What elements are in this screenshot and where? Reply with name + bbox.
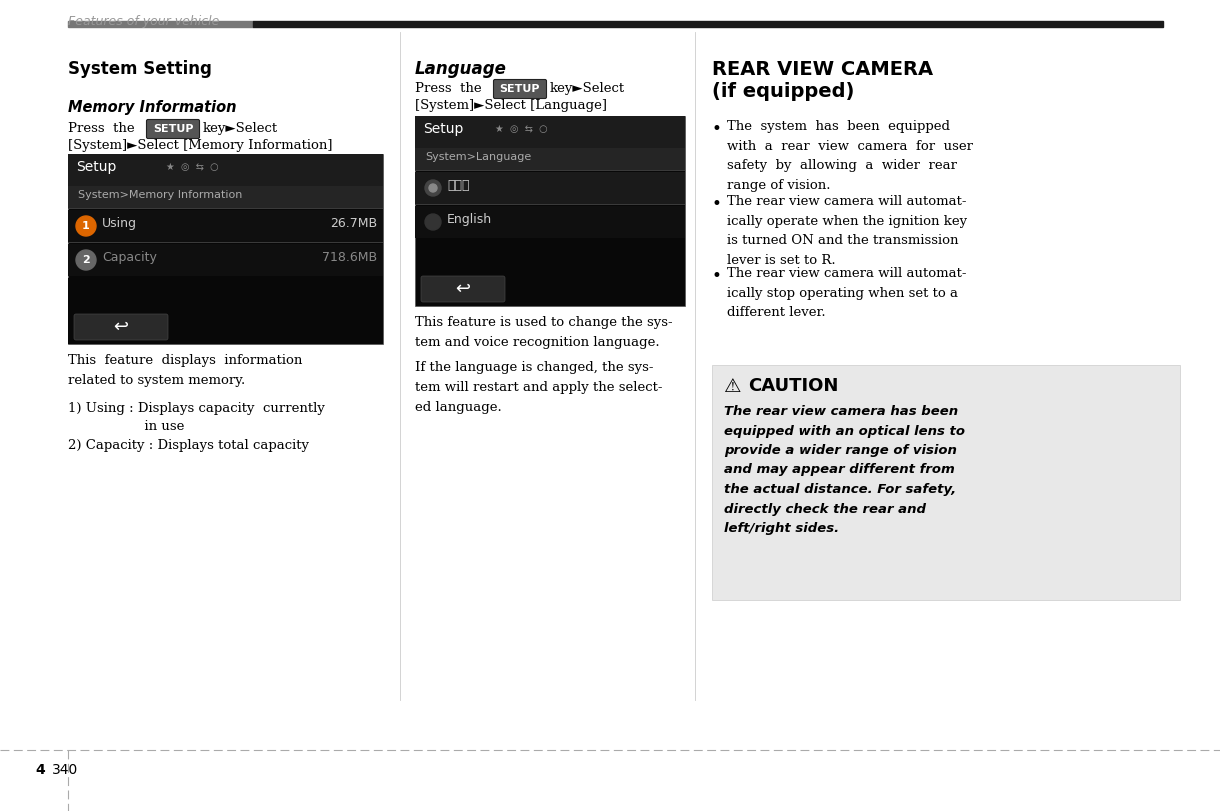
Text: REAR VIEW CAMERA: REAR VIEW CAMERA: [712, 60, 933, 79]
Bar: [68, 186, 383, 208]
Text: key►Select: key►Select: [550, 82, 625, 95]
Text: 340: 340: [52, 763, 78, 777]
Bar: [68, 154, 383, 186]
Text: Memory Information: Memory Information: [68, 100, 237, 115]
Text: ↩: ↩: [113, 318, 128, 336]
Text: If the language is changed, the sys-
tem will restart and apply the select-
ed l: If the language is changed, the sys- tem…: [415, 361, 662, 414]
Text: 2) Capacity : Displays total capacity: 2) Capacity : Displays total capacity: [68, 439, 309, 452]
Text: Press  the: Press the: [68, 122, 134, 135]
Bar: [68, 21, 253, 27]
Bar: [712, 365, 1180, 600]
Bar: [415, 116, 684, 306]
Circle shape: [76, 250, 96, 270]
Text: •: •: [712, 120, 722, 138]
Text: 4: 4: [35, 763, 45, 777]
Text: ⚠: ⚠: [723, 377, 742, 396]
Bar: [68, 208, 383, 209]
Text: [System]►Select [Language]: [System]►Select [Language]: [415, 99, 608, 112]
Text: This  feature  displays  information
related to system memory.: This feature displays information relate…: [68, 354, 303, 387]
Text: The rear view camera will automat-
ically stop operating when set to a
different: The rear view camera will automat- icall…: [727, 267, 966, 319]
Text: 1: 1: [82, 221, 90, 231]
Text: 718.6MB: 718.6MB: [322, 251, 377, 264]
Text: ↩: ↩: [455, 280, 471, 298]
Text: Setup: Setup: [76, 160, 116, 174]
FancyBboxPatch shape: [146, 119, 200, 139]
Text: •: •: [712, 267, 722, 285]
Text: 한국어: 한국어: [447, 179, 470, 192]
Bar: [68, 244, 383, 276]
Text: [System]►Select [Memory Information]: [System]►Select [Memory Information]: [68, 139, 333, 152]
Text: 1) Using : Displays capacity  currently
                  in use: 1) Using : Displays capacity currently i…: [68, 402, 325, 433]
Text: System Setting: System Setting: [68, 60, 212, 78]
Text: ★  ◎  ⇆  ○: ★ ◎ ⇆ ○: [495, 124, 548, 134]
Text: 2: 2: [82, 255, 90, 265]
Bar: [68, 154, 383, 344]
Bar: [415, 172, 684, 204]
Bar: [415, 204, 684, 205]
Bar: [415, 116, 684, 148]
Text: CAUTION: CAUTION: [748, 377, 838, 395]
FancyBboxPatch shape: [494, 79, 547, 98]
Circle shape: [76, 216, 96, 236]
Text: Language: Language: [415, 60, 506, 78]
Bar: [68, 242, 383, 243]
Text: Press  the: Press the: [415, 82, 482, 95]
Text: SETUP: SETUP: [500, 84, 540, 94]
Text: System>Language: System>Language: [425, 152, 531, 162]
Text: Using: Using: [102, 217, 137, 230]
Bar: [415, 206, 684, 238]
Bar: [253, 21, 1163, 27]
Bar: [415, 148, 684, 170]
Text: SETUP: SETUP: [152, 124, 193, 134]
Text: Features of your vehicle: Features of your vehicle: [68, 15, 220, 28]
Text: English: English: [447, 213, 492, 226]
Text: key►Select: key►Select: [203, 122, 278, 135]
Text: System>Memory Information: System>Memory Information: [78, 190, 243, 200]
FancyBboxPatch shape: [74, 314, 168, 340]
Text: This feature is used to change the sys-
tem and voice recognition language.: This feature is used to change the sys- …: [415, 316, 672, 349]
Text: 26.7MB: 26.7MB: [329, 217, 377, 230]
Text: ★  ◎  ⇆  ○: ★ ◎ ⇆ ○: [166, 162, 218, 172]
Text: Capacity: Capacity: [102, 251, 157, 264]
Text: Setup: Setup: [423, 122, 464, 136]
Text: The rear view camera will automat-
ically operate when the ignition key
is turne: The rear view camera will automat- icall…: [727, 195, 967, 267]
Bar: [68, 278, 383, 344]
FancyBboxPatch shape: [421, 276, 505, 302]
Circle shape: [425, 214, 440, 230]
Bar: [68, 210, 383, 242]
Text: The rear view camera has been
equipped with an optical lens to
provide a wider r: The rear view camera has been equipped w…: [723, 405, 965, 535]
Text: (if equipped): (if equipped): [712, 82, 854, 101]
Circle shape: [425, 180, 440, 196]
Text: The  system  has  been  equipped
with  a  rear  view  camera  for  user
safety  : The system has been equipped with a rear…: [727, 120, 974, 191]
Text: •: •: [712, 195, 722, 213]
Circle shape: [429, 184, 437, 192]
Bar: [415, 170, 684, 171]
